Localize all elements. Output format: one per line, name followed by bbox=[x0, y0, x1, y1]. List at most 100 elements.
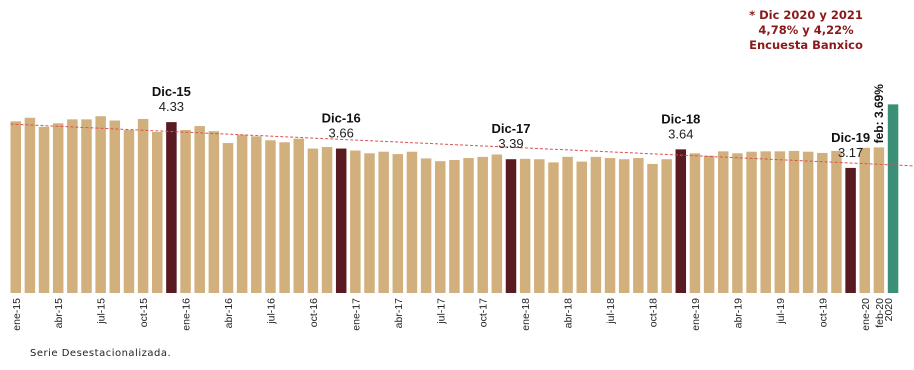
bar-abr-17 bbox=[392, 154, 404, 293]
tick-label-ene-17: ene-17 bbox=[350, 298, 362, 331]
bar-mar-16 bbox=[208, 131, 220, 293]
bar-sep-15 bbox=[123, 130, 135, 293]
bar-oct-19 bbox=[817, 152, 828, 293]
bar-forecast bbox=[887, 104, 899, 293]
bar-sep-17 bbox=[463, 158, 474, 293]
tick-label-abr-15: abr-15 bbox=[53, 298, 65, 329]
bar-feb-17 bbox=[364, 153, 375, 293]
bar-may-16 bbox=[236, 134, 248, 293]
bar-ene-16 bbox=[180, 130, 191, 293]
bar-dic-18 bbox=[675, 149, 687, 293]
bar-mar-19 bbox=[718, 151, 729, 293]
bar-jun-18 bbox=[590, 156, 602, 293]
tick-label-oct-15: oct-15 bbox=[138, 298, 150, 327]
bar-sep-19 bbox=[802, 151, 814, 293]
tick-label-oct-17: oct-17 bbox=[478, 298, 490, 327]
tick-label-jul-18: jul-18 bbox=[605, 298, 617, 325]
tick-label-feb-20: feb-20 bbox=[874, 298, 886, 328]
annotation-label-dic-18: Dic-18 bbox=[661, 111, 700, 126]
bar-oct-17 bbox=[477, 156, 488, 293]
bar-oct-16 bbox=[307, 148, 319, 293]
bar-feb-16 bbox=[194, 126, 205, 293]
bar-ago-19 bbox=[788, 150, 800, 293]
tick-label-abr-16: abr-16 bbox=[223, 298, 235, 329]
annotation-label-dic-16: Dic-16 bbox=[322, 111, 361, 126]
tick-label-jul-17: jul-17 bbox=[435, 298, 447, 325]
annotation-value-dic-18: 3.64 bbox=[668, 126, 693, 141]
bar-jun-15 bbox=[81, 119, 92, 293]
bar-dic-16 bbox=[335, 148, 347, 293]
bar-feb-18 bbox=[534, 159, 545, 293]
bar-feb-20 bbox=[873, 147, 885, 293]
tick-label-ene-15: ene-15 bbox=[11, 298, 23, 331]
bar-jul-17 bbox=[435, 161, 446, 293]
forecast-note-line3: Encuesta Banxico bbox=[749, 38, 863, 52]
latest-value-label: feb: 3.69% bbox=[872, 84, 886, 144]
bar-jul-15 bbox=[95, 116, 106, 293]
annotation-value-dic-19: 3.17 bbox=[838, 145, 863, 160]
bar-may-15 bbox=[67, 119, 78, 293]
bar-mar-18 bbox=[548, 162, 559, 293]
forecast-note-line1: * Dic 2020 y 2021 bbox=[749, 8, 863, 22]
bar-jun-19 bbox=[760, 151, 771, 293]
tick-label-ene-16: ene-16 bbox=[181, 298, 193, 331]
annotation-value-dic-17: 3.39 bbox=[498, 136, 523, 151]
trendline-group bbox=[10, 123, 914, 167]
bar-may-18 bbox=[576, 161, 587, 293]
bar-may-17 bbox=[406, 151, 418, 293]
annotation-label-dic-19: Dic-19 bbox=[831, 130, 870, 145]
bar-nov-16 bbox=[321, 146, 333, 293]
bar-jul-19 bbox=[774, 151, 786, 293]
forecast-note-line2: 4,78% y 4,22% bbox=[758, 23, 854, 37]
tick-label-abr-17: abr-17 bbox=[393, 298, 405, 329]
bar-ago-17 bbox=[449, 160, 460, 293]
bar-ene-19 bbox=[689, 153, 701, 293]
forecast-note: * Dic 2020 y 2021 4,78% y 4,22% Encuesta… bbox=[716, 8, 896, 53]
bar-feb-19 bbox=[703, 155, 715, 293]
bar-ago-15 bbox=[109, 120, 121, 293]
bars-group bbox=[10, 104, 899, 294]
tick-label-abr-19: abr-19 bbox=[732, 298, 744, 329]
bar-ene-15 bbox=[10, 121, 21, 294]
tick-label-jul-15: jul-15 bbox=[96, 298, 108, 325]
december-annotations: Dic-154.33 Dic-163.66 Dic-173.39 Dic-183.64… bbox=[152, 84, 886, 160]
tick-label-oct-19: oct-19 bbox=[817, 298, 829, 327]
bar-sep-18 bbox=[633, 158, 644, 293]
tick-label-jul-16: jul-16 bbox=[265, 298, 277, 325]
bar-oct-15 bbox=[137, 118, 149, 294]
bar-jul-16 bbox=[265, 140, 276, 293]
bar-oct-18 bbox=[647, 163, 658, 293]
bar-nov-18 bbox=[661, 159, 672, 293]
tick-label-ene-20: ene-20 bbox=[860, 298, 872, 331]
source-note: Serie Desestacionalizada. bbox=[30, 348, 172, 359]
annotation-label-dic-17: Dic-17 bbox=[491, 121, 530, 136]
bar-sep-16 bbox=[293, 138, 304, 293]
bar-dic-19 bbox=[845, 167, 856, 293]
bar-mar-15 bbox=[38, 126, 50, 294]
bar-jun-17 bbox=[420, 158, 432, 293]
bar-mar-17 bbox=[378, 151, 389, 293]
bar-nov-19 bbox=[831, 150, 842, 293]
tick-label-oct-18: oct-18 bbox=[648, 298, 660, 327]
trendline bbox=[10, 123, 914, 167]
bar-abr-19 bbox=[732, 153, 743, 293]
tick-label-oct-16: oct-16 bbox=[308, 298, 320, 327]
annotation-value-dic-15: 4.33 bbox=[159, 99, 184, 114]
tick-label-ene-18: ene-18 bbox=[520, 298, 532, 331]
annotation-label-dic-15: Dic-15 bbox=[152, 84, 191, 99]
bar-ene-20 bbox=[859, 147, 870, 293]
bar-ago-16 bbox=[279, 142, 290, 293]
bar-abr-18 bbox=[562, 156, 573, 293]
bar-jul-18 bbox=[604, 158, 616, 293]
bar-may-19 bbox=[746, 151, 757, 293]
x-axis-ticks: ene-15 abr-15 jul-15 oct-15 ene-16 abr-16 jul-… bbox=[11, 298, 895, 331]
bar-nov-15 bbox=[152, 131, 163, 293]
tick-label-year: 2020 bbox=[883, 298, 895, 322]
bar-ene-18 bbox=[519, 158, 531, 293]
bar-ago-18 bbox=[618, 159, 630, 293]
bar-dic-15 bbox=[166, 122, 177, 293]
bar-abr-15 bbox=[52, 123, 64, 293]
bar-feb-15 bbox=[24, 117, 36, 294]
bar-ene-17 bbox=[350, 150, 361, 293]
